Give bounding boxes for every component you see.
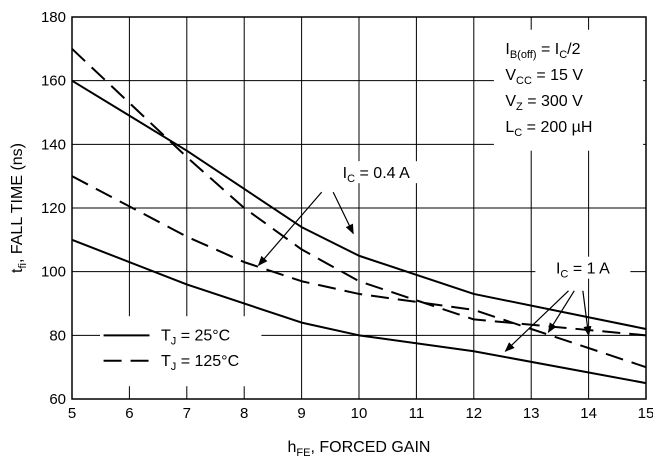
annotation-label-main: I	[343, 165, 347, 182]
x-axis-title: hFE, FORCED GAIN	[288, 439, 431, 459]
x-axis-title-sub: FE	[296, 447, 310, 459]
annotation-label-rest: = 1 A	[568, 261, 610, 278]
x-tick-label: 8	[240, 405, 248, 422]
axis-labels: hFE, FORCED GAIN tfi, FALL TIME (ns)	[9, 143, 430, 459]
x-axis-title-main: h	[288, 439, 297, 456]
condition-label-main: V	[505, 67, 516, 84]
y-tick-label: 140	[41, 136, 66, 153]
legend-label-rest: = 25°C	[176, 327, 230, 344]
annotation-label-sub: C	[560, 269, 568, 281]
condition-label-main: V	[505, 93, 516, 110]
x-tick-label: 11	[409, 405, 425, 422]
series-line	[71, 238, 647, 385]
y-axis-title: tfi, FALL TIME (ns)	[9, 143, 29, 273]
condition-label: IB(off) = IC/2	[505, 41, 580, 61]
y-tick-label: 180	[41, 9, 66, 26]
condition-label-main: L	[505, 119, 514, 136]
annotation-arrow	[547, 290, 575, 333]
condition-label-rest: = 200 µH	[522, 119, 592, 136]
x-tick-label: 12	[465, 405, 482, 422]
condition-label-sub2: C	[559, 49, 567, 61]
annotation-arrow	[257, 191, 323, 267]
annotation-label-sub: C	[347, 173, 355, 185]
y-axis-title-sub: fi	[17, 263, 29, 269]
annotation-arrow	[332, 191, 354, 235]
condition-label: VCC = 15 V	[505, 67, 583, 87]
conditions-box	[493, 29, 644, 151]
y-axis-title-main: t	[9, 268, 26, 273]
y-tick-label: 100	[41, 264, 66, 281]
x-tick-label: 14	[580, 405, 597, 422]
condition-label-sub: C	[514, 127, 522, 139]
condition-label-sub: CC	[516, 75, 532, 87]
annotation-box	[535, 256, 631, 279]
x-tick-label: 15	[638, 405, 653, 422]
x-tick-label: 9	[297, 405, 305, 422]
x-tick-label: 7	[183, 405, 191, 422]
y-axis-title-rest: , FALL TIME (ns)	[9, 143, 26, 263]
y-tick-label: 120	[41, 200, 66, 217]
legend-label-sub: J	[171, 361, 177, 373]
annotation-arrow	[504, 290, 569, 352]
legend-label-rest: = 125°C	[176, 353, 239, 370]
x-axis-title-rest: , FORCED GAIN	[310, 439, 430, 456]
series-line	[71, 175, 647, 369]
series-line	[71, 48, 647, 337]
legend-label: TJ = 125°C	[161, 353, 239, 373]
x-tick-label: 5	[68, 405, 76, 422]
x-tick-label: 6	[125, 405, 133, 422]
y-tick-label: 60	[49, 391, 66, 408]
series-group	[71, 48, 647, 385]
legend-label-main: T	[161, 353, 171, 370]
condition-label-rest: = I	[537, 41, 560, 58]
series-line	[71, 79, 647, 330]
annotation-label-rest: = 0.4 A	[355, 165, 410, 182]
annotation-label: IC = 1 A	[556, 261, 610, 281]
legend-label: TJ = 25°C	[161, 327, 230, 347]
tick-labels: 5 6 7 8 9 10 11 12 13 14 15 60 80 100 120 140 160 180	[41, 9, 653, 422]
annotation-label-main: I	[556, 261, 560, 278]
legend-label-main: T	[161, 327, 171, 344]
legend-label-sub: J	[171, 335, 177, 347]
condition-label-rest2: /2	[567, 41, 580, 58]
condition-label-rest: = 300 V	[523, 93, 583, 110]
condition-label: LC = 200 µH	[505, 119, 592, 139]
legend-box	[100, 316, 262, 387]
annotation-arrow	[582, 290, 592, 337]
annotation-label: IC = 0.4 A	[343, 165, 410, 185]
condition-label-rest: = 15 V	[532, 67, 583, 84]
condition-label-sub: Z	[516, 101, 523, 113]
condition-label-main: I	[505, 41, 509, 58]
condition-label: VZ = 300 V	[505, 93, 583, 113]
condition-label-sub: B(off)	[510, 49, 537, 61]
x-tick-label: 10	[351, 405, 368, 422]
x-tick-label: 13	[523, 405, 540, 422]
annotation-box	[328, 161, 424, 184]
y-tick-label: 160	[41, 73, 66, 90]
y-tick-label: 80	[49, 327, 66, 344]
